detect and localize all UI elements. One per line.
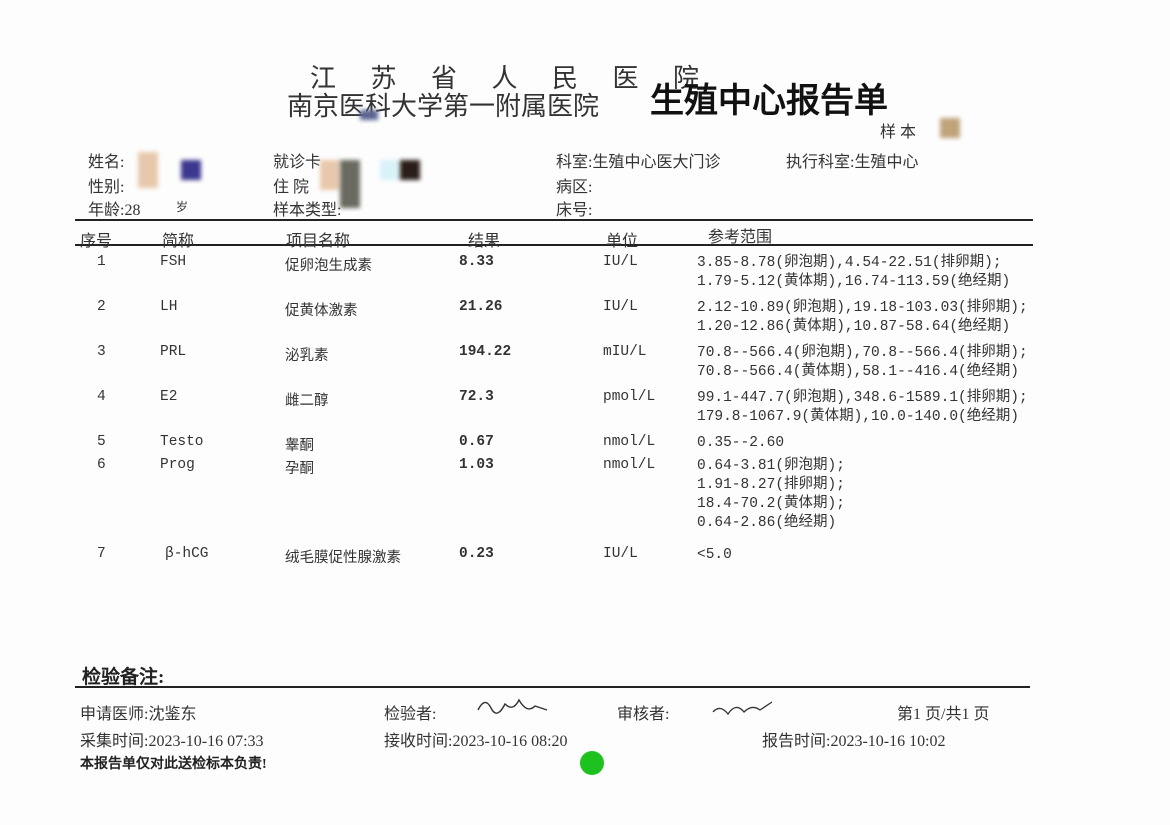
col-unit: 单位 [606,233,639,250]
row-item-name: 雌二醇 [285,394,329,410]
receive-time: 接收时间:2023-10-16 08:20 [384,733,568,750]
row-unit: pmol/L [603,389,656,405]
report-title: 生殖中心报告单 [650,81,888,121]
requesting-doctor: 申请医师:沈鉴东 [80,706,197,723]
row-abbr: PRL [160,344,187,360]
row-reference-line: 1.20-12.86(黄体期),10.87-58.64(绝经期) [697,319,1011,335]
row-item-name: 孕酮 [285,462,314,478]
redacted-block [940,118,960,138]
row-reference-line: 0.35--2.60 [697,435,785,451]
col-abbr: 简称 [162,233,195,250]
redacted-block [400,160,420,180]
divider [75,244,1033,246]
row-number: 4 [97,389,106,405]
row-unit: IU/L [603,546,638,562]
executing-department: 执行科室:生殖中心 [786,154,919,171]
row-reference-line: 2.12-10.89(卵泡期),19.18-103.03(排卵期); [697,300,1028,316]
row-result: 21.26 [459,299,503,315]
row-abbr: Prog [160,457,195,473]
redacted-block [340,160,360,208]
hospital-affiliation: 南京医科大学第一附属医院 [287,92,600,121]
redacted-block [360,110,378,120]
row-result: 1.03 [459,457,494,473]
redacted-block [320,160,340,190]
bed-label: 床号: [556,202,593,219]
age-unit: 岁 [176,200,189,214]
name-label: 姓名: [88,154,125,171]
divider [75,219,1033,221]
tester-label: 检验者: [384,706,437,723]
page-info: 第1 页/共1 页 [897,706,990,723]
row-reference-line: <5.0 [697,547,732,563]
col-result: 结果 [468,233,501,250]
redacted-block [181,160,201,180]
row-reference-line: 18.4-70.2(黄体期); [697,496,845,512]
row-item-name: 促卵泡生成素 [285,259,372,275]
row-unit: IU/L [603,299,638,315]
row-reference-line: 1.91-8.27(排卵期); [697,477,845,493]
row-result: 194.22 [459,344,512,360]
row-item-name: 泌乳素 [285,349,329,365]
col-reference: 参考范围 [708,229,773,246]
row-unit: mIU/L [603,344,647,360]
row-reference-line: 0.64-3.81(卵泡期); [697,458,845,474]
row-number: 1 [97,254,106,270]
row-unit: IU/L [603,254,638,270]
ward-label: 病区: [556,179,593,196]
row-reference-line: 70.8--566.4(黄体期),58.1--416.4(绝经期) [697,364,1019,380]
sample-type-label: 样本类型: [273,202,342,219]
redacted-block [138,152,158,188]
row-reference-line: 99.1-447.7(卵泡期),348.6-1589.1(排卵期); [697,390,1028,406]
department: 科室:生殖中心医大门诊 [556,154,721,171]
row-item-name: 绒毛膜促性腺激素 [285,551,401,567]
disclaimer: 本报告单仅对此送检标本负责! [80,757,267,772]
inpatient-label: 住 院 [273,179,310,196]
remarks-label: 检验备注: [82,667,165,688]
tester-signature [477,698,548,714]
report-time: 报告时间:2023-10-16 10:02 [762,733,946,750]
reviewer-signature [712,701,773,716]
redacted-block [380,160,400,180]
row-abbr: LH [160,299,178,315]
row-number: 6 [97,457,106,473]
row-unit: nmol/L [603,434,656,450]
hospital-name: 江 苏 省 人 民 医 院 [310,64,714,93]
row-number: 7 [97,546,106,562]
card-label: 就诊卡 [273,154,322,171]
gender-label: 性别: [88,179,125,196]
row-reference-line: 3.85-8.78(卵泡期),4.54-22.51(排卵期); [697,255,1002,271]
divider [75,686,1030,688]
row-reference-line: 70.8--566.4(卵泡期),70.8--566.4(排卵期); [697,345,1028,361]
row-number: 3 [97,344,106,360]
row-result: 8.33 [459,254,494,270]
row-abbr: Testo [160,434,204,450]
col-no: 序号 [80,233,113,250]
row-unit: nmol/L [603,457,656,473]
reviewer-label: 审核者: [617,706,670,723]
row-number: 2 [97,299,106,315]
row-item-name: 睾酮 [285,439,314,455]
row-result: 0.67 [459,434,494,450]
row-result: 0.23 [459,546,494,562]
row-reference-line: 1.79-5.12(黄体期),16.74-113.59(绝经期) [697,274,1011,290]
row-item-name: 促黄体激素 [285,304,358,320]
collect-time: 采集时间:2023-10-16 07:33 [80,733,264,750]
row-abbr: FSH [160,254,187,270]
col-name: 项目名称 [286,233,351,250]
row-abbr: β-hCG [165,546,209,562]
row-number: 5 [97,434,106,450]
row-reference-line: 179.8-1067.9(黄体期),10.0-140.0(绝经期) [697,409,1019,425]
row-reference-line: 0.64-2.86(绝经期) [697,515,837,531]
age-label: 年龄:28 [88,202,141,219]
row-abbr: E2 [160,389,178,405]
sample-label: 样 本 [880,124,917,141]
row-result: 72.3 [459,389,494,405]
status-dot [580,751,604,775]
